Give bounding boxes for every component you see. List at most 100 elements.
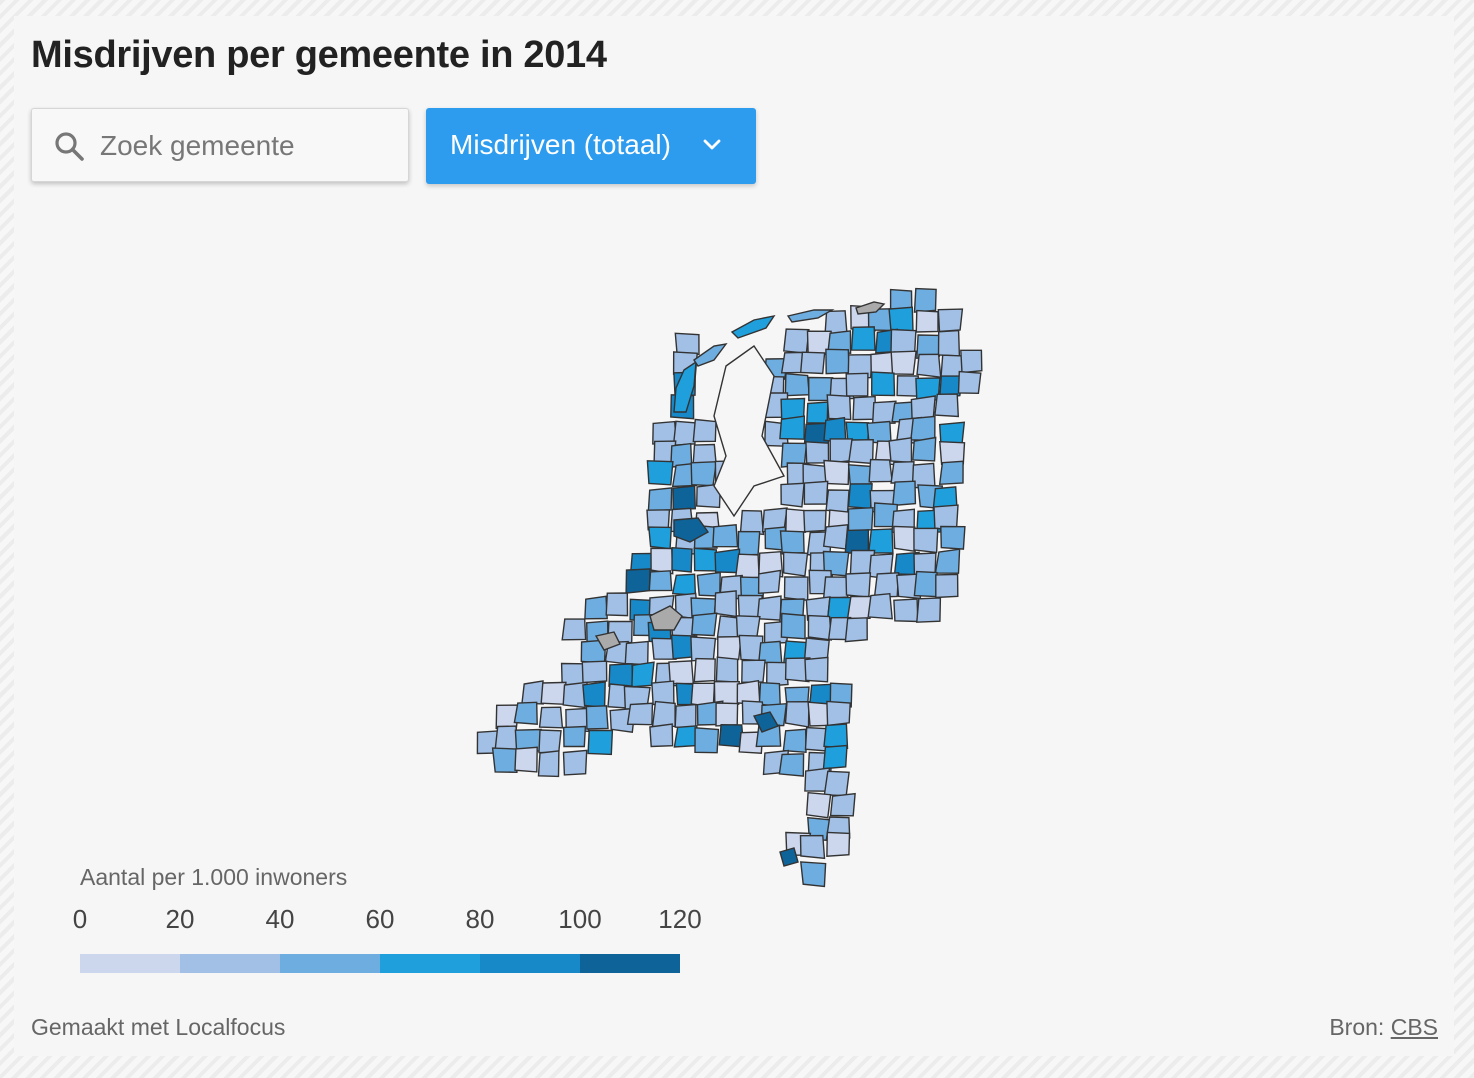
municipality-region[interactable] — [757, 569, 782, 595]
netherlands-choropleth-map[interactable] — [14, 16, 1454, 1056]
municipality-region[interactable] — [937, 329, 961, 357]
municipality-region[interactable] — [825, 348, 850, 375]
municipality-region[interactable] — [631, 661, 655, 688]
municipality-region[interactable] — [934, 393, 960, 418]
municipality-region[interactable] — [827, 330, 852, 354]
municipality-region[interactable] — [513, 701, 538, 725]
no-data-region[interactable] — [594, 631, 621, 651]
municipality-region[interactable] — [938, 375, 964, 399]
municipality-region[interactable] — [647, 487, 673, 512]
municipality-region[interactable] — [784, 657, 811, 683]
municipality-region[interactable] — [890, 460, 915, 484]
municipality-region[interactable] — [672, 485, 697, 511]
municipality-region[interactable] — [868, 458, 893, 483]
municipality-region[interactable] — [646, 460, 674, 486]
municipality-region[interactable] — [911, 462, 936, 489]
metric-dropdown[interactable]: Misdrijven (totaal) — [426, 108, 756, 184]
municipality-region[interactable] — [752, 711, 780, 733]
municipality-region[interactable] — [739, 509, 765, 536]
municipality-region[interactable] — [521, 680, 544, 705]
island-region[interactable] — [730, 314, 776, 339]
municipality-region[interactable] — [713, 681, 740, 705]
municipality-region[interactable] — [870, 371, 896, 397]
municipality-region[interactable] — [825, 489, 850, 514]
municipality-region[interactable] — [562, 681, 588, 709]
municipality-region[interactable] — [692, 418, 717, 443]
municipality-region[interactable] — [540, 681, 567, 706]
municipality-region[interactable] — [845, 572, 872, 598]
municipality-region[interactable] — [626, 702, 654, 726]
municipality-region[interactable] — [672, 420, 697, 446]
source-link[interactable]: CBS — [1390, 1014, 1438, 1040]
municipality-region[interactable] — [913, 287, 937, 313]
island-region[interactable] — [786, 309, 835, 323]
municipality-region[interactable] — [807, 614, 833, 641]
municipality-region[interactable] — [804, 656, 829, 683]
municipality-region[interactable] — [844, 617, 868, 643]
municipality-region[interactable] — [916, 597, 942, 623]
municipality-region[interactable] — [867, 528, 894, 554]
municipality-region[interactable] — [690, 460, 718, 487]
municipality-region[interactable] — [537, 750, 560, 778]
municipality-region[interactable] — [561, 618, 587, 641]
municipality-region[interactable] — [765, 661, 789, 687]
municipality-region[interactable] — [957, 370, 982, 395]
municipality-region[interactable] — [799, 351, 826, 375]
municipality-region[interactable] — [784, 700, 810, 728]
municipality-region[interactable] — [912, 436, 937, 462]
municipality-region[interactable] — [852, 395, 877, 421]
municipality-region[interactable] — [871, 400, 897, 424]
municipality-region[interactable] — [910, 415, 936, 442]
search-input[interactable] — [98, 121, 392, 171]
municipality-region[interactable] — [845, 372, 869, 397]
municipality-region[interactable] — [829, 792, 856, 817]
island-region[interactable] — [693, 343, 728, 367]
municipality-region[interactable] — [605, 592, 629, 617]
municipality-region[interactable] — [823, 770, 850, 797]
municipality-region[interactable] — [694, 727, 720, 754]
municipality-region[interactable] — [937, 308, 964, 333]
municipality-region[interactable] — [650, 547, 674, 575]
municipality-region[interactable] — [826, 831, 851, 857]
municipality-region[interactable] — [846, 595, 874, 620]
municipality-region[interactable] — [716, 635, 742, 661]
municipality-region[interactable] — [913, 527, 939, 554]
municipality-region[interactable] — [712, 524, 739, 548]
municipality-region[interactable] — [829, 682, 853, 708]
municipality-region[interactable] — [940, 525, 966, 550]
municipality-region[interactable] — [783, 328, 810, 354]
island-region[interactable] — [673, 360, 697, 413]
municipality-region[interactable] — [782, 551, 809, 577]
municipality-region[interactable] — [826, 394, 852, 421]
municipality-region[interactable] — [651, 637, 678, 660]
municipality-region[interactable] — [935, 573, 959, 599]
municipality-region[interactable] — [890, 328, 917, 355]
municipality-region[interactable] — [674, 703, 697, 730]
municipality-region[interactable] — [778, 753, 805, 777]
municipality-region[interactable] — [648, 570, 673, 592]
municipality-region[interactable] — [779, 530, 805, 555]
municipality-region[interactable] — [785, 508, 807, 534]
municipality-region[interactable] — [915, 309, 939, 333]
municipality-region[interactable] — [910, 395, 936, 421]
municipality-region[interactable] — [514, 746, 538, 773]
municipality-region[interactable] — [934, 548, 961, 574]
municipality-region[interactable] — [873, 572, 900, 598]
municipality-region[interactable] — [780, 612, 806, 640]
municipality-region[interactable] — [651, 700, 676, 728]
municipality-region[interactable] — [779, 847, 799, 867]
municipality-region[interactable] — [584, 595, 608, 620]
municipality-region[interactable] — [893, 525, 916, 553]
municipality-region[interactable] — [690, 636, 717, 662]
municipality-region[interactable] — [693, 657, 716, 683]
municipality-region[interactable] — [826, 700, 851, 727]
municipality-region[interactable] — [625, 568, 651, 594]
municipality-region[interactable] — [741, 659, 766, 684]
municipality-region[interactable] — [823, 723, 849, 749]
municipality-region[interactable] — [780, 397, 806, 420]
municipality-region[interactable] — [649, 723, 674, 748]
no-data-region[interactable] — [649, 605, 683, 631]
municipality-region[interactable] — [780, 482, 805, 508]
municipality-region[interactable] — [823, 459, 850, 486]
municipality-region[interactable] — [806, 401, 829, 424]
